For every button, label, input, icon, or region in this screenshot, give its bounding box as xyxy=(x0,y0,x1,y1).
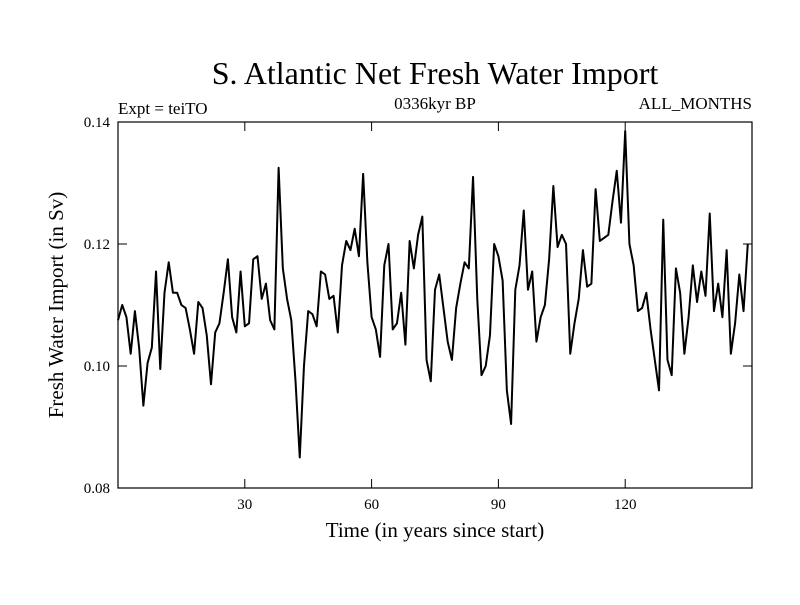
x-tick-label: 90 xyxy=(491,497,506,513)
y-tick-label: 0.12 xyxy=(84,237,110,253)
series-line xyxy=(117,130,749,459)
y-axis-title: Fresh Water Import (in Sv) xyxy=(44,192,68,419)
experiment-label: Expt = teiTO xyxy=(118,99,208,118)
period-label: 0336kyr BP xyxy=(394,94,476,113)
y-tick-label: 0.08 xyxy=(84,481,110,497)
chart-title: S. Atlantic Net Fresh Water Import xyxy=(212,55,659,91)
y-tick-label: 0.14 xyxy=(84,115,111,131)
months-label: ALL_MONTHS xyxy=(639,94,752,113)
x-tick-label: 120 xyxy=(614,497,637,513)
y-tick-label: 0.10 xyxy=(84,359,110,375)
x-tick-label: 30 xyxy=(237,497,252,513)
x-tick-label: 60 xyxy=(364,497,379,513)
x-axis-title: Time (in years since start) xyxy=(326,518,545,542)
plot-frame xyxy=(117,121,753,489)
